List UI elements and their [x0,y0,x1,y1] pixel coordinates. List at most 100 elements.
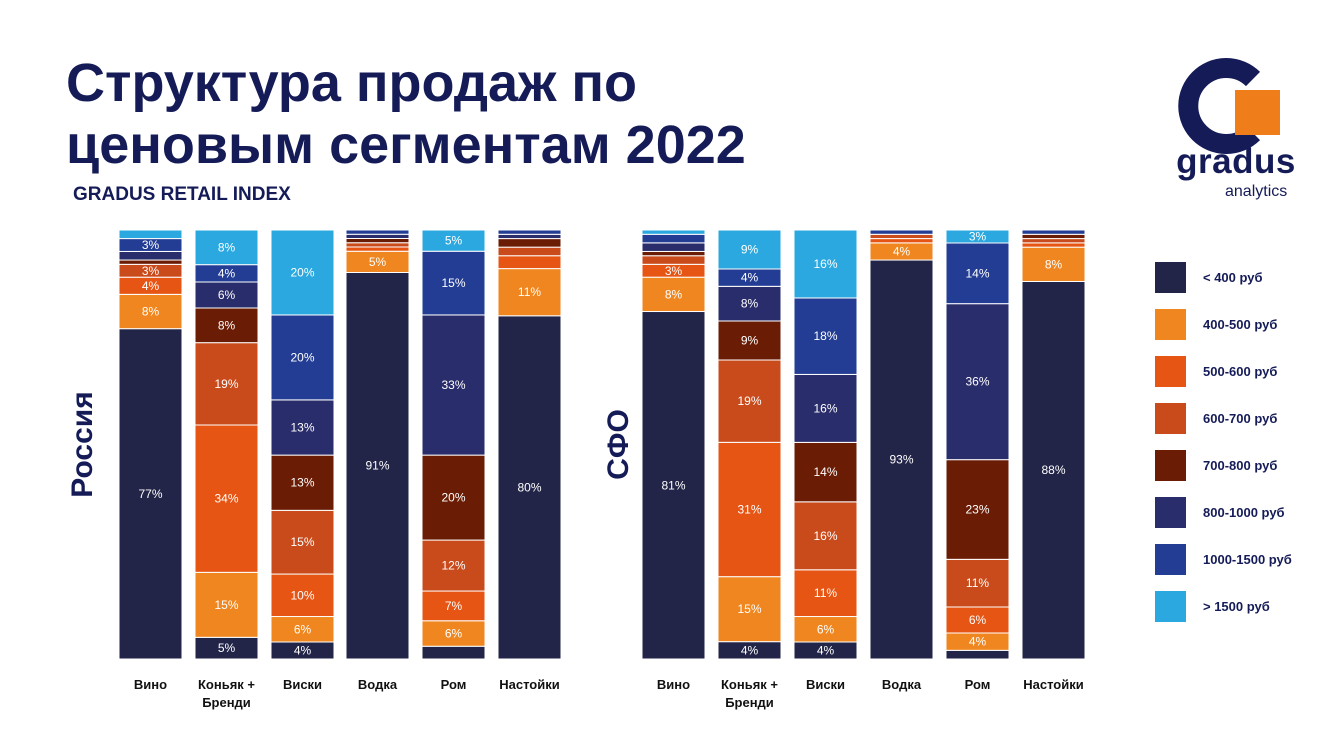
legend-item: 800-1000 руб [1155,497,1330,544]
logo-g-shape [1178,58,1261,154]
bar-segment [497,268,562,317]
data-label: 6% [294,622,312,636]
bar-segment [641,242,706,252]
data-label: 7% [445,599,463,613]
bar-segment [641,233,706,244]
data-label: 16% [813,401,837,415]
bar-segment [1021,229,1086,235]
bar-segment [641,255,706,265]
bar-segment [793,229,858,299]
bar-segment [270,399,335,456]
legend-swatch [1155,450,1186,481]
data-label: 4% [741,643,759,657]
bar-segment [641,250,706,257]
category-label: Ром [441,677,467,692]
category-label: Вино [657,677,690,692]
bar-segment [345,229,410,235]
legend-label: < 400 руб [1203,270,1263,285]
category-label: Вино [134,677,167,692]
region-label: Россия [66,391,99,498]
data-label: 13% [290,421,314,435]
data-label: 19% [737,394,761,408]
data-label: 81% [661,478,685,492]
data-label: 16% [813,257,837,271]
bar-segment [118,293,183,330]
data-label: 9% [741,334,759,348]
data-label: 11% [814,586,837,600]
bar-segment [421,645,486,660]
bar-segment [945,606,1010,634]
bar-segment [869,238,934,244]
bar-segment [421,250,486,316]
data-label: 5% [445,234,463,248]
data-label: 36% [965,375,989,389]
data-label: 20% [441,491,465,505]
bar-segment [717,576,782,643]
legend-swatch [1155,591,1186,622]
data-label: 8% [218,240,236,254]
logo-orange-square [1235,90,1280,135]
legend-swatch [1155,309,1186,340]
bar-segment [1021,233,1086,240]
bar-segment [118,229,183,240]
category-label: Коньяк + Бренди [198,677,255,710]
data-label: 4% [142,279,160,293]
bar-segment [945,229,1010,244]
chart-russia: Россия 77%8%4%3%3%Вино5%15%34%19%8%6%4%8%… [66,229,562,710]
data-label: 5% [218,641,236,655]
data-label: 12% [441,559,465,573]
legend-item: > 1500 руб [1155,591,1330,638]
data-label: 8% [741,297,759,311]
bar-segment [945,303,1010,461]
bar-segment [497,229,562,235]
category-label: Водка [358,677,398,692]
data-label: 3% [142,238,160,252]
legend-label: 500-600 руб [1203,364,1278,379]
legend-label: 1000-1500 руб [1203,552,1292,567]
data-label: 8% [142,305,160,319]
legend-item: 400-500 руб [1155,309,1330,356]
legend-item: 600-700 руб [1155,403,1330,450]
bar-segment [421,454,486,541]
gradus-logo [1178,58,1280,154]
bar-segment [345,237,410,244]
bar-segment [793,501,858,571]
data-label: 93% [889,453,913,467]
bar-segment [270,314,335,401]
data-label: 15% [290,535,314,549]
data-label: 20% [290,350,314,364]
data-label: 6% [969,613,987,627]
legend: < 400 руб 400-500 руб 500-600 руб 600-700 р… [1155,262,1330,638]
legend-swatch [1155,356,1186,387]
data-label: 15% [737,602,761,616]
legend-item: 1000-1500 руб [1155,544,1330,591]
bar-segment [118,250,183,261]
bar-segment [1021,238,1086,244]
page-title: Структура продаж по ценовым сегментам 20… [66,53,746,175]
bar-segment [641,229,706,235]
legend-swatch [1155,262,1186,293]
bar-segment [497,246,562,257]
bar-segment [793,373,858,443]
data-label: 8% [218,318,236,332]
legend-swatch [1155,544,1186,575]
bar-segment [497,255,562,270]
bar-segment [497,315,562,660]
data-label: 80% [517,480,541,494]
bar-segment [118,328,183,660]
data-label: 77% [138,487,162,501]
data-label: 91% [365,459,389,473]
bar-segment [945,558,1010,608]
bar-segment [421,229,486,252]
data-label: 15% [214,598,238,612]
bar-segment [345,242,410,248]
bar-segment [345,233,410,239]
legend-item: 500-600 руб [1155,356,1330,403]
data-label: 33% [441,378,465,392]
data-label: 18% [813,329,837,343]
bar-segment [945,459,1010,560]
bar-segment [869,233,934,240]
legend-label: 600-700 руб [1203,411,1278,426]
data-label: 14% [813,465,837,479]
data-label: 19% [214,377,238,391]
